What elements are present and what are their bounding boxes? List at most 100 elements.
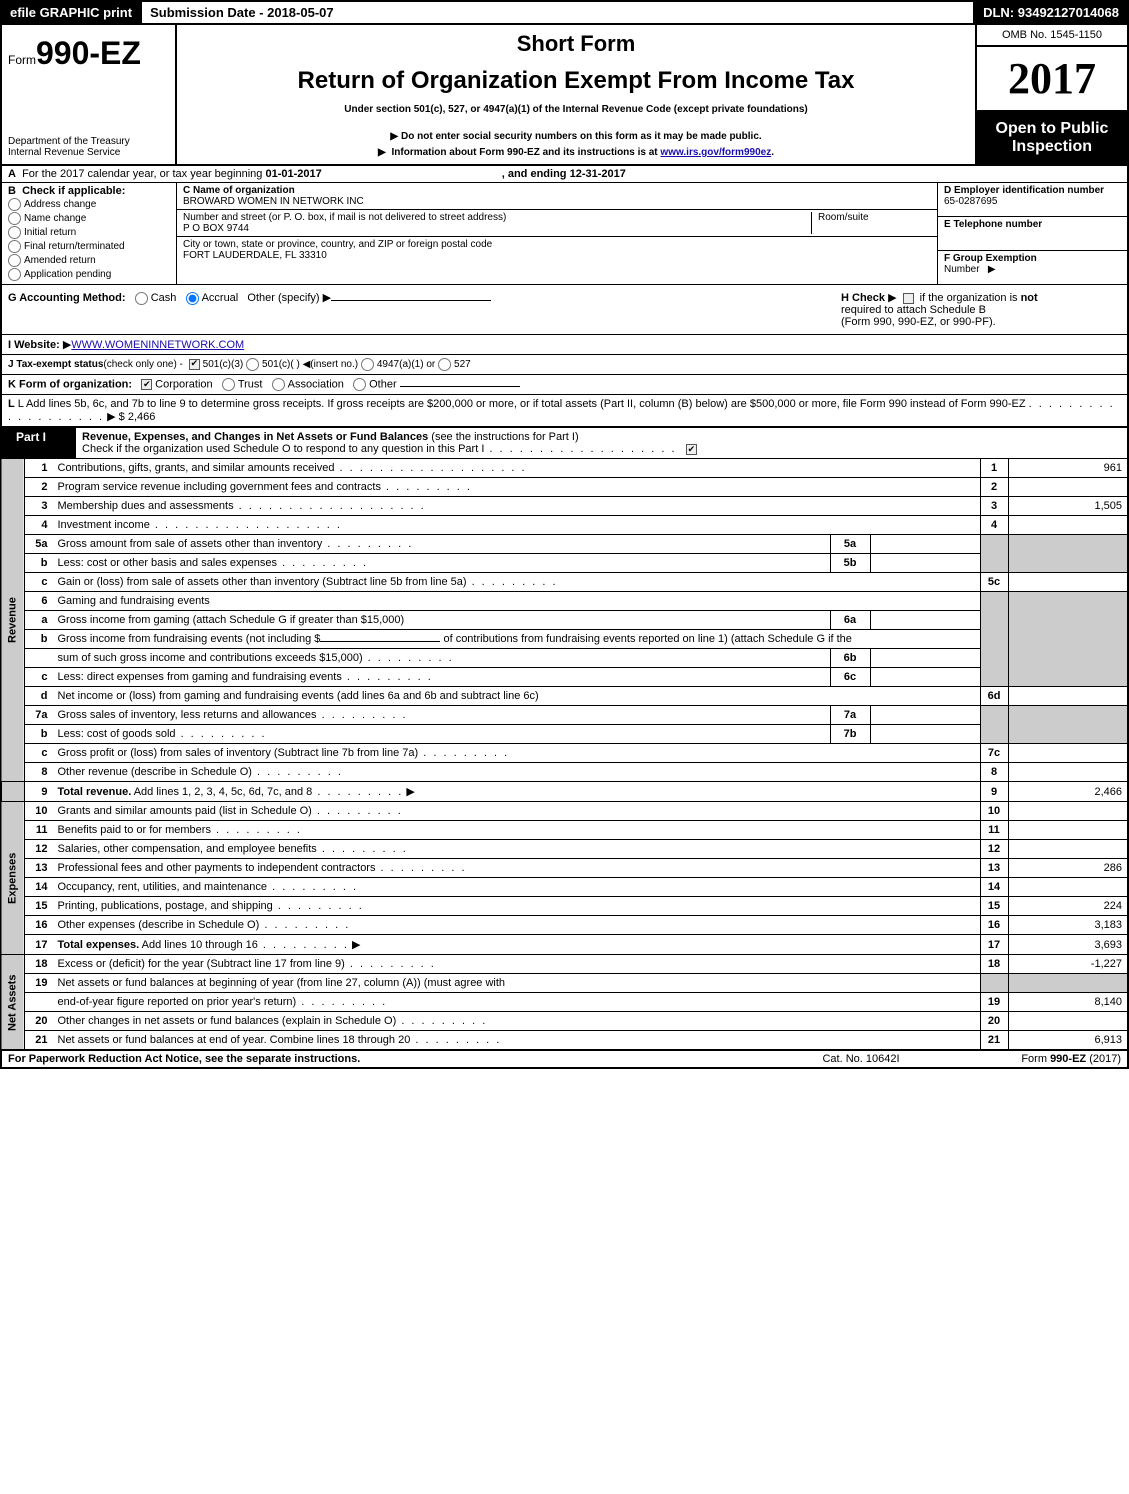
- radio-amended-return[interactable]: [8, 254, 21, 267]
- ln19-amt: 8,140: [1008, 993, 1128, 1012]
- info-line: Information about Form 990-EZ and its in…: [187, 147, 965, 158]
- section-e: E Telephone number: [938, 217, 1127, 251]
- radio-501c[interactable]: [246, 358, 259, 371]
- ln6c-num: c: [25, 668, 53, 687]
- part1-table: Revenue 1 Contributions, gifts, grants, …: [0, 458, 1129, 1050]
- part1-schedule-o-chk[interactable]: [686, 444, 697, 455]
- c-street-label: Number and street (or P. O. box, if mail…: [183, 212, 811, 223]
- sidetab-expenses: Expenses: [1, 802, 25, 955]
- radio-assoc[interactable]: [272, 378, 285, 391]
- radio-name-change[interactable]: [8, 212, 21, 225]
- dept-irs: Internal Revenue Service: [8, 147, 169, 158]
- h-post2: required to attach Schedule B: [841, 304, 986, 316]
- row-1: Revenue 1 Contributions, gifts, grants, …: [1, 459, 1128, 478]
- chk-initial-return[interactable]: Initial return: [8, 226, 170, 239]
- ssn-warning: Do not enter social security numbers on …: [187, 131, 965, 142]
- row-17: 17 Total expenses. Add lines 10 through …: [1, 935, 1128, 955]
- ln11-desc: Benefits paid to or for members: [53, 821, 981, 840]
- ln2-desc: Program service revenue including govern…: [53, 478, 981, 497]
- j-501c3: 501(c)(3): [203, 359, 244, 370]
- ln6c-sv: [870, 668, 980, 687]
- line-j: J Tax-exempt status(check only one) - 50…: [0, 355, 1129, 375]
- radio-4947[interactable]: [361, 358, 374, 371]
- radio-application-pending[interactable]: [8, 268, 21, 281]
- radio-cash[interactable]: [135, 292, 148, 305]
- ln7a-num: 7a: [25, 706, 53, 725]
- j-4947: 4947(a)(1) or: [377, 359, 435, 370]
- row-5c: c Gain or (loss) from sale of assets oth…: [1, 573, 1128, 592]
- radio-address-change[interactable]: [8, 198, 21, 211]
- topbar: efile GRAPHIC print Submission Date - 20…: [0, 0, 1129, 25]
- ln16-num: 16: [25, 916, 53, 935]
- ln3-box: 3: [980, 497, 1008, 516]
- ln19b-desc: end-of-year figure reported on prior yea…: [53, 993, 981, 1012]
- radio-initial-return[interactable]: [8, 226, 21, 239]
- header: Form990-EZ Department of the Treasury In…: [0, 25, 1129, 166]
- ln8-box: 8: [980, 763, 1008, 782]
- k-chk-corp[interactable]: [141, 379, 152, 390]
- k-corp: Corporation: [155, 378, 212, 390]
- h-pre: H Check: [841, 292, 885, 304]
- ln6b-sn: 6b: [830, 649, 870, 668]
- ln18-box: 18: [980, 955, 1008, 974]
- section-c: C Name of organization BROWARD WOMEN IN …: [177, 183, 937, 284]
- row-5b: b Less: cost or other basis and sales ex…: [1, 554, 1128, 573]
- ln18-amt: -1,227: [1008, 955, 1128, 974]
- row-7c: c Gross profit or (loss) from sales of i…: [1, 744, 1128, 763]
- section-h: H Check ▶ if the organization is not req…: [841, 291, 1121, 328]
- j-501c: 501(c)( ): [262, 359, 300, 370]
- radio-other-org[interactable]: [353, 378, 366, 391]
- submission-date-label: Submission Date -: [150, 5, 267, 20]
- chk-final-return[interactable]: Final return/terminated: [8, 240, 170, 253]
- ln5b-sv: [870, 554, 980, 573]
- radio-trust[interactable]: [222, 378, 235, 391]
- k-label: K Form of organization:: [8, 378, 132, 390]
- row-14: 14 Occupancy, rent, utilities, and maint…: [1, 878, 1128, 897]
- ln6b-post: of contributions from fundraising events…: [440, 633, 852, 645]
- radio-527[interactable]: [438, 358, 451, 371]
- ln16-amt: 3,183: [1008, 916, 1128, 935]
- radio-final-return[interactable]: [8, 240, 21, 253]
- omb-number: OMB No. 1545-1150: [977, 25, 1127, 47]
- ln5a-num: 5a: [25, 535, 53, 554]
- h-checkbox[interactable]: [903, 293, 914, 304]
- ln6b2-num: [25, 649, 53, 668]
- ln7c-box: 7c: [980, 744, 1008, 763]
- ln5a-desc: Gross amount from sale of assets other t…: [53, 535, 831, 554]
- chk-address-change[interactable]: Address change: [8, 198, 170, 211]
- ln12-amt: [1008, 840, 1128, 859]
- form-990ez: 990-EZ: [36, 35, 141, 71]
- ln20-amt: [1008, 1012, 1128, 1031]
- radio-accrual[interactable]: [186, 292, 199, 305]
- ln5c-num: c: [25, 573, 53, 592]
- tax-year: 2017: [977, 47, 1127, 112]
- i-website-link[interactable]: WWW.WOMENINNETWORK.COM: [71, 339, 244, 351]
- row-9: 9 Total revenue. Add lines 1, 2, 3, 4, 5…: [1, 782, 1128, 802]
- department: Department of the Treasury Internal Reve…: [2, 132, 175, 164]
- ln2-num: 2: [25, 478, 53, 497]
- ln18-desc: Excess or (deficit) for the year (Subtra…: [53, 955, 981, 974]
- ln7c-desc: Gross profit or (loss) from sales of inv…: [53, 744, 981, 763]
- chk-amended-return[interactable]: Amended return: [8, 254, 170, 267]
- row-6d: d Net income or (loss) from gaming and f…: [1, 687, 1128, 706]
- info-link[interactable]: www.irs.gov/form990ez: [660, 147, 771, 158]
- ln9-box: 9: [980, 782, 1008, 802]
- efile-print-label[interactable]: efile GRAPHIC print: [2, 2, 140, 23]
- chk-name-change[interactable]: Name change: [8, 212, 170, 225]
- ln13-box: 13: [980, 859, 1008, 878]
- ln17-box: 17: [980, 935, 1008, 955]
- j-527: 527: [454, 359, 471, 370]
- part1-header: Part I Revenue, Expenses, and Changes in…: [0, 427, 1129, 458]
- c-city-label: City or town, state or province, country…: [183, 239, 492, 250]
- ln6a-num: a: [25, 611, 53, 630]
- ln21-box: 21: [980, 1031, 1008, 1050]
- sections-bcdef: B Check if applicable: Address change Na…: [0, 183, 1129, 285]
- chk-application-pending[interactable]: Application pending: [8, 268, 170, 281]
- g-accrual: Accrual: [202, 292, 239, 304]
- part1-title-bold: Revenue, Expenses, and Changes in Net As…: [82, 431, 428, 443]
- sections-def: D Employer identification number 65-0287…: [937, 183, 1127, 284]
- ln9-desc: Total revenue. Add lines 1, 2, 3, 4, 5c,…: [53, 782, 981, 802]
- c-name-label: C Name of organization: [183, 185, 364, 196]
- ln19-num: 19: [25, 974, 53, 993]
- j-chk-501c3[interactable]: [189, 359, 200, 370]
